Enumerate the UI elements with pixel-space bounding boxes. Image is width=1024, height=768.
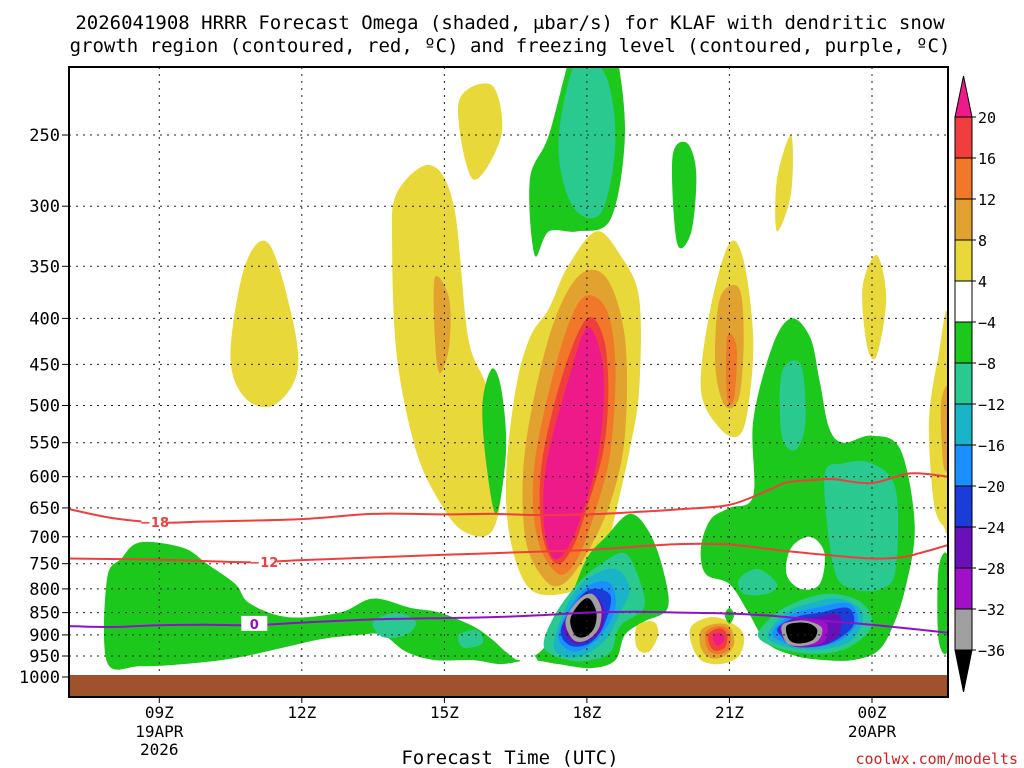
y-tick-label: 500 [29,397,60,417]
x-tick-label: 00Z [858,703,887,722]
colorbar-segment [954,280,973,323]
colorbar-label: −16 [978,437,1005,455]
chart-title-line-1: 2026041908 HRRR Forecast Omega (shaded, … [75,12,945,34]
omega-region [558,67,616,219]
omega-region [785,622,818,644]
dgz-upper-label: −18 [140,516,169,531]
colorbar-segment [954,321,973,364]
dgz-lower-line [69,542,948,564]
colorbar-label: −36 [978,642,1005,660]
omega-region [862,254,887,360]
y-tick-label: 750 [29,555,60,575]
colorbar-label: −24 [978,519,1005,537]
colorbar-label: 12 [978,191,996,209]
colorbar-segment [954,198,973,241]
dgz-upper-label-bg [141,514,168,529]
colorbar-label: 16 [978,150,996,168]
x-axis-label: Forecast Time (UTC) [401,747,618,768]
temperature-contours: −18 −12 0 [69,472,948,634]
omega-region [457,83,503,180]
x-tick-label: 21Z [715,703,744,722]
colorbar-segment [954,239,973,282]
omega-region [230,240,299,408]
colorbar-segment [954,403,973,446]
colorbar-label: −12 [978,396,1005,414]
x-tick-date: 19APR [135,722,184,741]
x-tick-label: 12Z [287,703,316,722]
plot-area: −18 −12 0 [68,66,949,698]
dgz-lower-label-bg [250,554,277,570]
dgz-upper-line [69,472,948,524]
colorbar-segment [954,526,973,569]
omega-region [940,386,948,472]
y-tick-label: 300 [29,197,60,217]
colorbar-segment [954,116,973,159]
omega-region [634,621,659,653]
y-tick-label: 900 [29,626,60,646]
x-tick-year: 2026 [140,740,179,759]
colorbar-segment [954,567,973,610]
credit-link[interactable]: coolwx.com/modelts [855,750,1018,768]
colorbar-segment [954,362,973,405]
colorbar-label: −20 [978,478,1005,496]
y-tick-label: 1000 [19,668,60,688]
freezing-level-label: 0 [250,618,259,633]
omega-region [775,134,793,232]
omega-region [671,141,697,249]
omega-region [543,327,604,560]
colorbar-segment [954,444,973,487]
y-tick-label: 600 [29,468,60,488]
colorbar: 20 16 12 8 4 −4 −8 −12 −16 −20 −24 −28 −32 −36 [954,75,1005,693]
y-tick-label: 350 [29,257,60,277]
colorbar-segment [954,157,973,200]
omega-region [433,275,451,374]
dgz-lower-label: −12 [249,556,278,571]
colorbar-label: 8 [978,232,987,250]
x-tick-label: 15Z [430,703,459,722]
omega-region [726,333,737,405]
y-tick-label: 700 [29,528,60,548]
y-tick-label: 850 [29,604,60,624]
colorbar-top-arrow [954,75,973,118]
y-tick-label: 550 [29,434,60,454]
colorbar-label: −4 [978,314,996,332]
omega-region [482,368,507,515]
colorbar-label: −32 [978,601,1005,619]
omega-region [712,632,725,646]
x-tick-label: 09Z [145,703,174,722]
colorbar-segment [954,608,973,651]
colorbar-label: −8 [978,355,996,373]
x-tick-label: 18Z [572,703,601,722]
y-axis: 2503003504004505005506006507007508008509… [19,126,69,688]
y-tick-label: 650 [29,499,60,519]
omega-region [738,568,778,596]
y-tick-label: 400 [29,309,60,329]
colorbar-label: 20 [978,109,996,127]
y-tick-label: 450 [29,355,60,375]
omega-region [570,598,597,638]
x-tick-date: 20APR [848,722,897,741]
omega-region [519,655,540,674]
omega-region [928,310,948,534]
omega-region [937,552,948,655]
colorbar-label: −28 [978,560,1005,578]
y-tick-label: 950 [29,647,60,667]
freezing-level-line [69,610,948,634]
colorbar-segment [954,485,973,528]
chart-title-line-2: growth region (contoured, red, ºC) and f… [70,35,951,57]
omega-region [779,360,806,451]
y-tick-label: 250 [29,126,60,146]
plot-frame [68,66,949,698]
omega-region [724,608,735,624]
colorbar-bottom-arrow [954,649,973,693]
ground-surface [69,675,948,697]
y-tick-label: 800 [29,580,60,600]
freezing-level-label-bg [241,615,268,631]
colorbar-label: 4 [978,273,987,291]
